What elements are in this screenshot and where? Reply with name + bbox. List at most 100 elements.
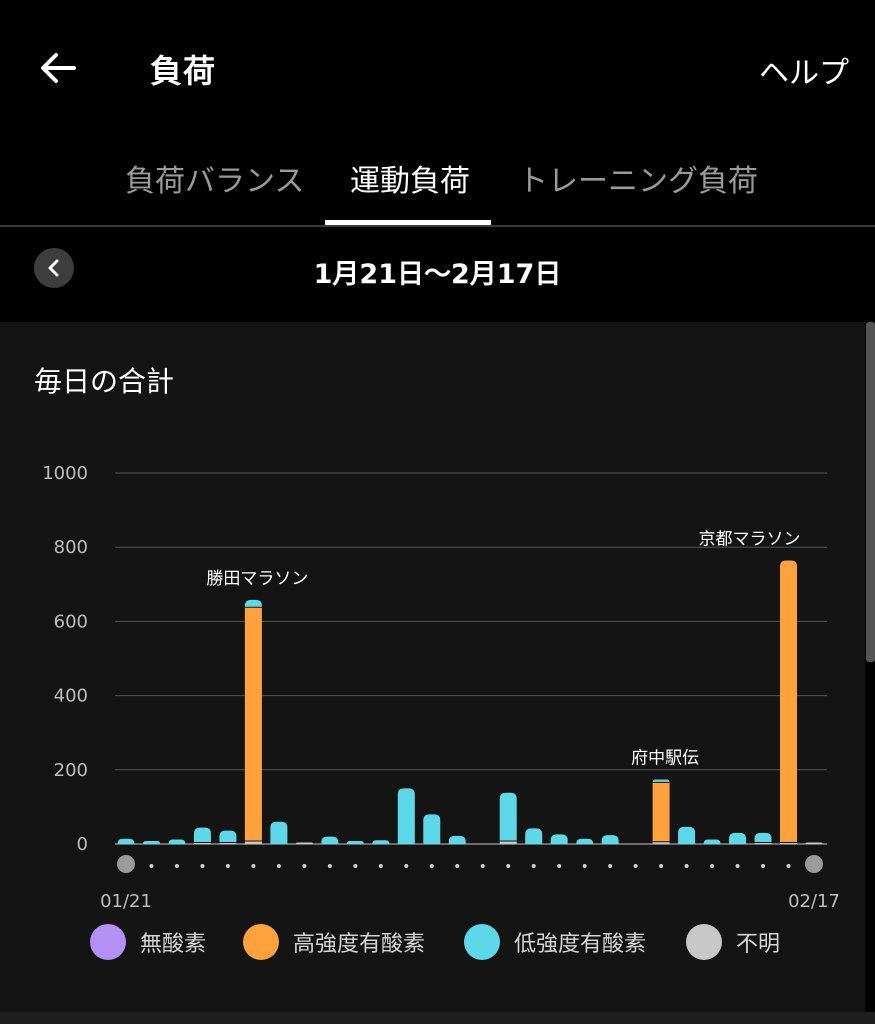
x-tick-label-end: 02/17 [788, 891, 840, 912]
bar-segment [780, 842, 798, 844]
bar-segment [652, 782, 670, 842]
bar-segment [168, 839, 186, 844]
bar-segment [652, 841, 670, 844]
bar-segment [423, 814, 441, 844]
bar-segment [244, 599, 262, 608]
bar-segment [244, 607, 262, 842]
x-axis-dot [429, 864, 434, 868]
bar-segment [805, 842, 823, 844]
x-axis-dot [710, 864, 715, 868]
x-axis-dot [302, 864, 307, 868]
legend-swatch-unknown [686, 924, 722, 960]
bar-segment [295, 842, 313, 844]
x-axis-dot [786, 864, 791, 868]
y-tick-label: 400 [54, 686, 88, 707]
bar-segment [372, 840, 390, 844]
y-tick-label: 0 [77, 834, 88, 855]
back-button[interactable] [36, 46, 80, 90]
x-axis-dot [327, 864, 332, 868]
bar-segment [729, 832, 747, 844]
chart-legend: 無酸素 高強度有酸素 低強度有酸素 不明 [0, 922, 875, 972]
x-axis-dot [174, 864, 179, 868]
range-handle [805, 855, 823, 873]
bar-segment [499, 792, 517, 842]
tab-training-load[interactable]: トレーニング負荷 [518, 164, 758, 199]
x-axis-dot [353, 864, 358, 868]
scrollbar[interactable] [866, 322, 875, 662]
x-axis-dot [480, 864, 485, 868]
legend-label-high-aerobic: 高強度有酸素 [293, 932, 426, 957]
date-navigator: 1月21日〜2月17日 [0, 228, 875, 322]
y-tick-label: 800 [54, 537, 88, 558]
bar-segment [576, 838, 594, 844]
x-axis-dot [557, 864, 562, 868]
bottom-strip [0, 1012, 875, 1024]
bar-segment [270, 821, 288, 844]
chevron-left-icon [48, 259, 59, 277]
bar-segment [193, 827, 211, 843]
race-annotation: 府中駅伝 [631, 748, 699, 768]
bar-segment [499, 841, 517, 844]
bar-segment [601, 835, 619, 844]
range-handle [117, 855, 135, 873]
x-axis-dot [735, 864, 740, 868]
x-axis-dot [531, 864, 536, 868]
bar-segment [754, 832, 772, 843]
help-link[interactable]: ヘルプ [759, 56, 849, 91]
bar-segment [525, 828, 543, 844]
y-tick-label: 1000 [42, 463, 88, 484]
bar-segment [142, 841, 160, 844]
legend-swatch-high-aerobic [243, 924, 279, 960]
legend-item-anaerobic: 無酸素 [90, 922, 206, 962]
bar-segment [678, 826, 696, 844]
bar-segment [754, 842, 772, 844]
bar-segment [321, 836, 339, 844]
x-axis-dot [659, 864, 664, 868]
x-axis-dot [149, 864, 154, 868]
y-tick-label: 600 [54, 611, 88, 632]
bar-segment [244, 841, 262, 844]
tab-bar: 負荷バランス 運動負荷 トレーニング負荷 [0, 140, 875, 226]
race-annotation: 京都マラソン [699, 530, 801, 550]
bar-segment [448, 835, 466, 844]
legend-swatch-anaerobic [90, 924, 126, 960]
card-title: 毎日の合計 [34, 365, 175, 398]
bar-segment [550, 834, 568, 844]
page-title: 負荷 [150, 52, 217, 90]
active-tab-indicator [325, 220, 491, 225]
top-bar: 負荷 ヘルプ [0, 0, 875, 130]
x-axis-dot [200, 864, 205, 868]
legend-swatch-low-aerobic [464, 924, 500, 960]
x-axis-dot [276, 864, 281, 868]
x-axis-dot [455, 864, 460, 868]
x-axis-dot [225, 864, 230, 868]
bar-segment [219, 830, 237, 843]
tab-exercise-load[interactable]: 運動負荷 [350, 164, 470, 199]
legend-item-unknown: 不明 [686, 922, 780, 962]
legend-item-low-aerobic: 低強度有酸素 [464, 922, 646, 962]
bar-segment [397, 788, 415, 844]
arrow-left-icon [41, 53, 76, 83]
tabs-divider [0, 225, 875, 227]
bar-segment [703, 839, 721, 844]
x-axis-dot [582, 864, 587, 868]
bar-segment [652, 779, 670, 783]
legend-item-high-aerobic: 高強度有酸素 [243, 922, 425, 962]
race-annotation: 勝田マラソン [206, 569, 308, 589]
x-axis-dot [608, 864, 613, 868]
bar-segment [193, 842, 211, 844]
y-tick-label: 200 [54, 760, 88, 781]
legend-label-unknown: 不明 [736, 932, 781, 957]
bar-segment [219, 842, 237, 844]
x-axis-dot [251, 864, 256, 868]
bar-segment [346, 841, 364, 844]
x-axis-dot [378, 864, 383, 868]
tab-load-balance[interactable]: 負荷バランス [125, 164, 305, 199]
previous-period-button[interactable] [34, 248, 74, 288]
x-tick-label-start: 01/21 [100, 891, 152, 912]
x-axis-dot [761, 864, 766, 868]
daily-total-card: 毎日の合計 0 200 400 600 800 1000 01/21 02/17 勝田マラソン府… [0, 322, 865, 1012]
x-axis-dot [506, 864, 511, 868]
